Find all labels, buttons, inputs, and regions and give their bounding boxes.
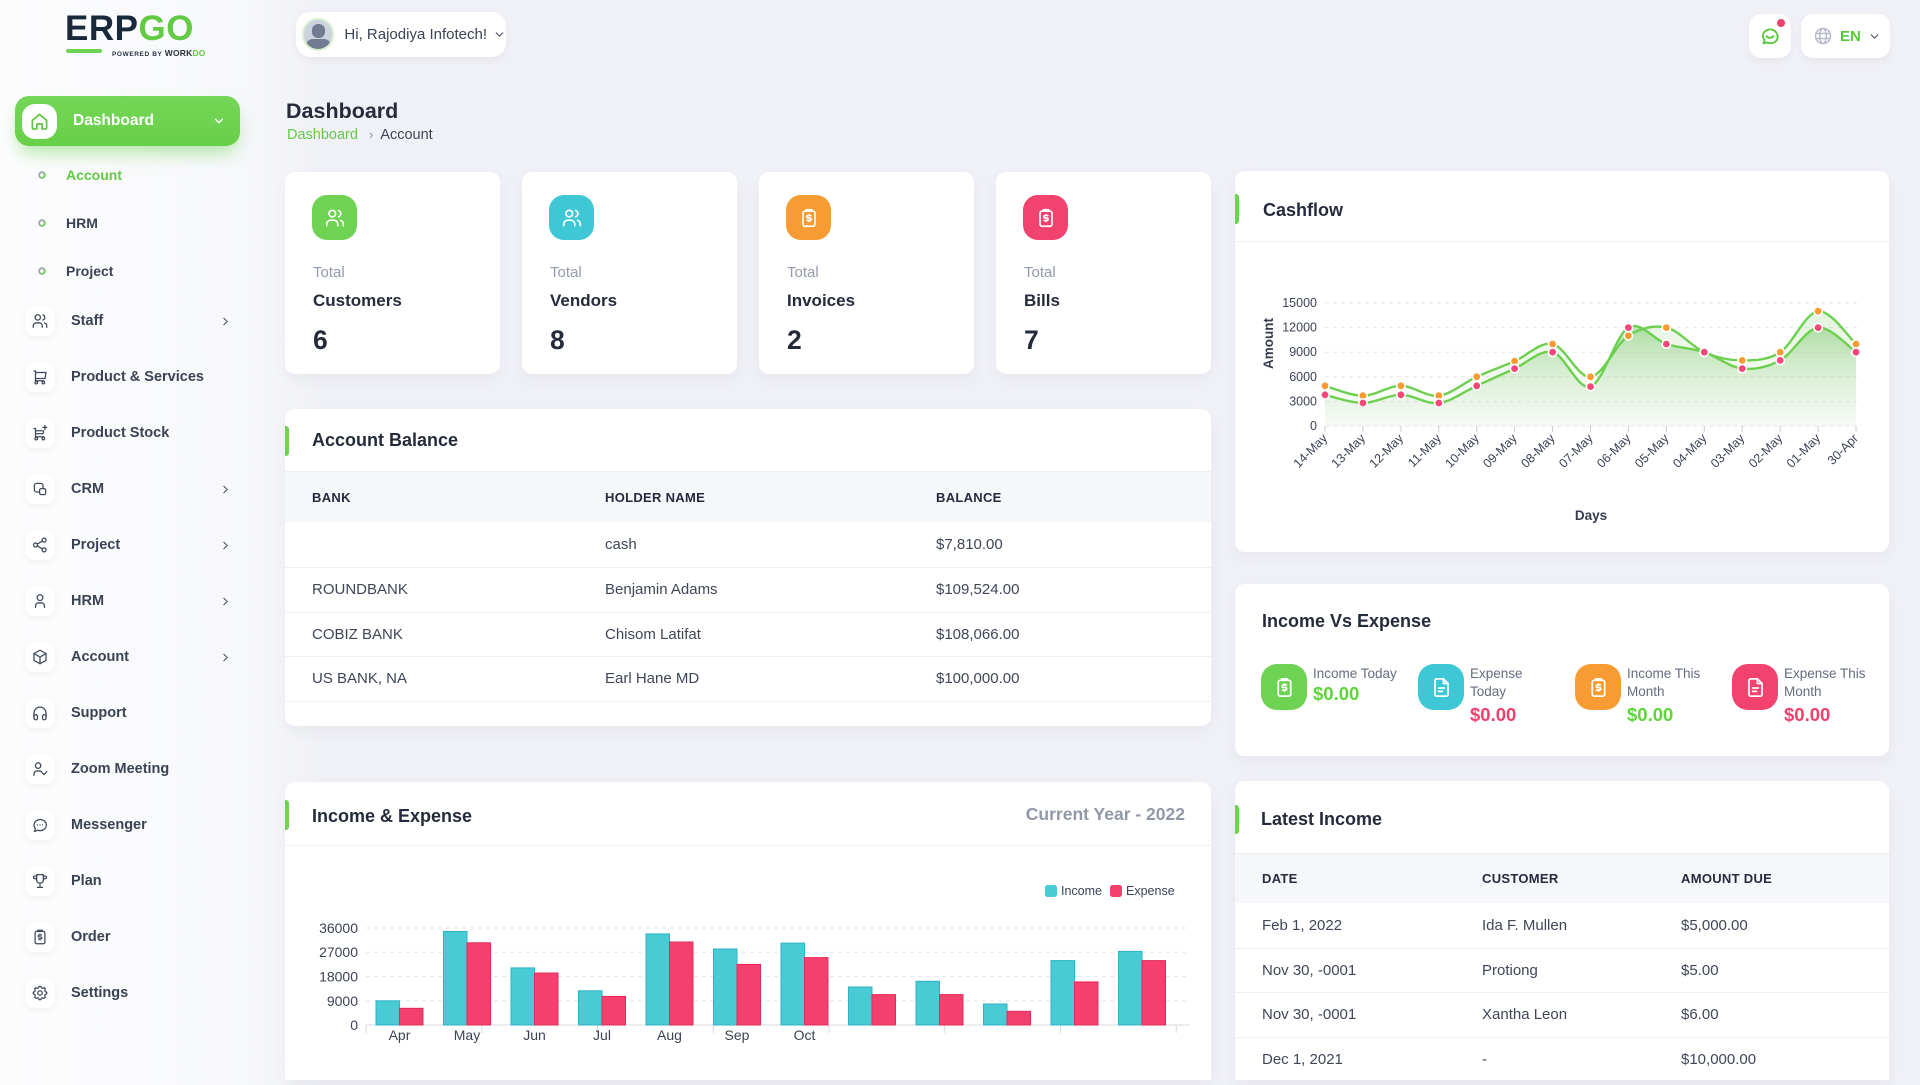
svg-text:05-May: 05-May — [1632, 431, 1672, 471]
svg-text:13-May: 13-May — [1329, 431, 1369, 471]
svg-text:May: May — [454, 1027, 480, 1043]
svg-text:10-May: 10-May — [1442, 431, 1482, 471]
svg-text:9000: 9000 — [1289, 345, 1317, 359]
svg-text:Amount: Amount — [1261, 318, 1276, 369]
svg-text:04-May: 04-May — [1670, 431, 1710, 471]
svg-text:06-May: 06-May — [1594, 431, 1634, 471]
svg-text:Oct: Oct — [794, 1027, 816, 1043]
svg-text:07-May: 07-May — [1556, 431, 1596, 471]
svg-text:0: 0 — [1310, 419, 1317, 433]
svg-text:09-May: 09-May — [1480, 431, 1520, 471]
svg-text:08-May: 08-May — [1518, 431, 1558, 471]
svg-text:12-May: 12-May — [1367, 431, 1407, 471]
svg-text:9000: 9000 — [327, 993, 358, 1009]
svg-text:01-May: 01-May — [1784, 431, 1824, 471]
svg-text:30-Apr: 30-Apr — [1825, 431, 1861, 467]
svg-text:18000: 18000 — [319, 969, 358, 985]
svg-text:Jun: Jun — [523, 1027, 546, 1043]
svg-text:11-May: 11-May — [1405, 431, 1444, 470]
svg-text:02-May: 02-May — [1746, 431, 1786, 471]
svg-text:0: 0 — [350, 1017, 358, 1033]
svg-text:Expense: Expense — [1126, 884, 1175, 898]
svg-text:Aug: Aug — [657, 1027, 682, 1043]
svg-text:12000: 12000 — [1282, 321, 1317, 335]
svg-text:Days: Days — [1575, 508, 1607, 523]
svg-text:14-May: 14-May — [1291, 431, 1331, 471]
svg-text:Income: Income — [1061, 884, 1102, 898]
svg-text:6000: 6000 — [1289, 370, 1317, 384]
svg-text:15000: 15000 — [1282, 296, 1317, 310]
svg-text:36000: 36000 — [319, 920, 358, 936]
svg-text:Jul: Jul — [593, 1027, 611, 1043]
svg-text:03-May: 03-May — [1708, 431, 1748, 471]
svg-text:Apr: Apr — [389, 1027, 411, 1043]
svg-text:Sep: Sep — [725, 1027, 750, 1043]
svg-text:3000: 3000 — [1289, 394, 1317, 408]
svg-text:27000: 27000 — [319, 944, 358, 960]
